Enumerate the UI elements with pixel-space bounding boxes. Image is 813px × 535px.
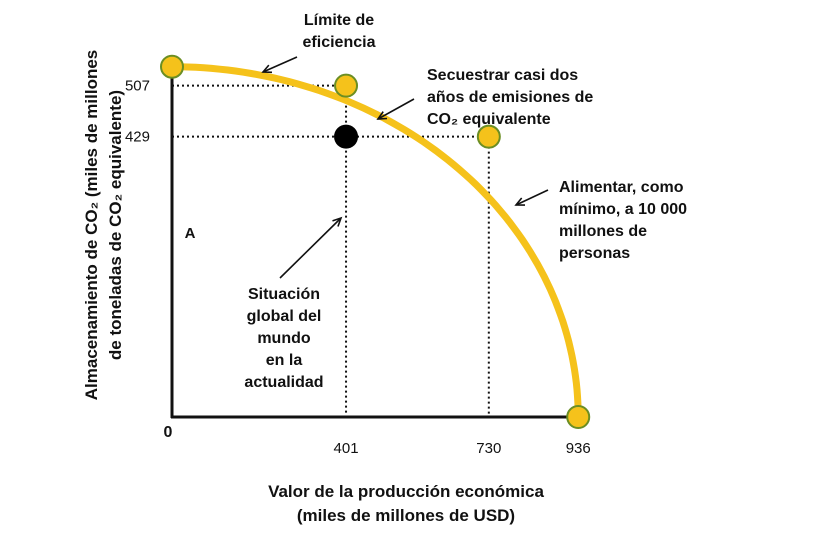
annotation-frontier: eficiencia	[303, 34, 376, 51]
point-sequester	[334, 73, 359, 98]
annotation-current: actualidad	[244, 374, 323, 391]
y-axis-label: Almacenamiento de CO₂ (miles de millones	[82, 50, 101, 400]
point-a-label: A	[185, 225, 196, 242]
x-axis-label: Valor de la producción económica	[268, 482, 544, 501]
x-axis-label: (miles de millones de USD)	[297, 506, 515, 525]
annotation-frontier: Límite de	[304, 12, 374, 29]
arrow-sequester	[377, 98, 415, 120]
point-y-intercept	[160, 54, 184, 79]
annotation-current: mundo	[257, 330, 311, 347]
x-tick-label: 401	[334, 440, 359, 457]
point-feed	[476, 124, 501, 149]
origin-label: 0	[164, 424, 173, 441]
arrow-feed	[515, 189, 549, 206]
annotation-current: Situación	[248, 286, 320, 303]
arrow-feed-head	[514, 197, 526, 206]
arrow-frontier	[262, 56, 298, 73]
arrow-current	[279, 217, 342, 279]
point-current	[334, 124, 359, 149]
efficiency-frontier-line	[168, 63, 582, 421]
annotation-feed: mínimo, a 10 000	[559, 201, 687, 218]
annotation-feed: Alimentar, como	[559, 179, 684, 196]
x-tick-label: 730	[476, 440, 501, 457]
annotation-feed: millones de	[559, 223, 647, 240]
y-tick-label: 429	[125, 129, 150, 146]
y-axis-label: de toneladas de CO₂ equivalente)	[106, 90, 125, 360]
annotation-sequester: años de emisiones de	[427, 89, 593, 106]
annotation-sequester: CO₂ equivalente	[427, 111, 551, 128]
annotation-sequester: Secuestrar casi dos	[427, 67, 578, 84]
arrow-sequester-head	[376, 111, 388, 120]
annotation-feed: personas	[559, 245, 630, 262]
annotation-current: global del	[247, 308, 322, 325]
point-x-intercept	[566, 405, 591, 429]
x-tick-label: 936	[566, 440, 591, 457]
y-tick-label: 507	[125, 78, 150, 95]
arrow-frontier-head	[261, 64, 273, 74]
arrow-current-head	[332, 216, 343, 227]
annotation-current: en la	[266, 352, 303, 369]
